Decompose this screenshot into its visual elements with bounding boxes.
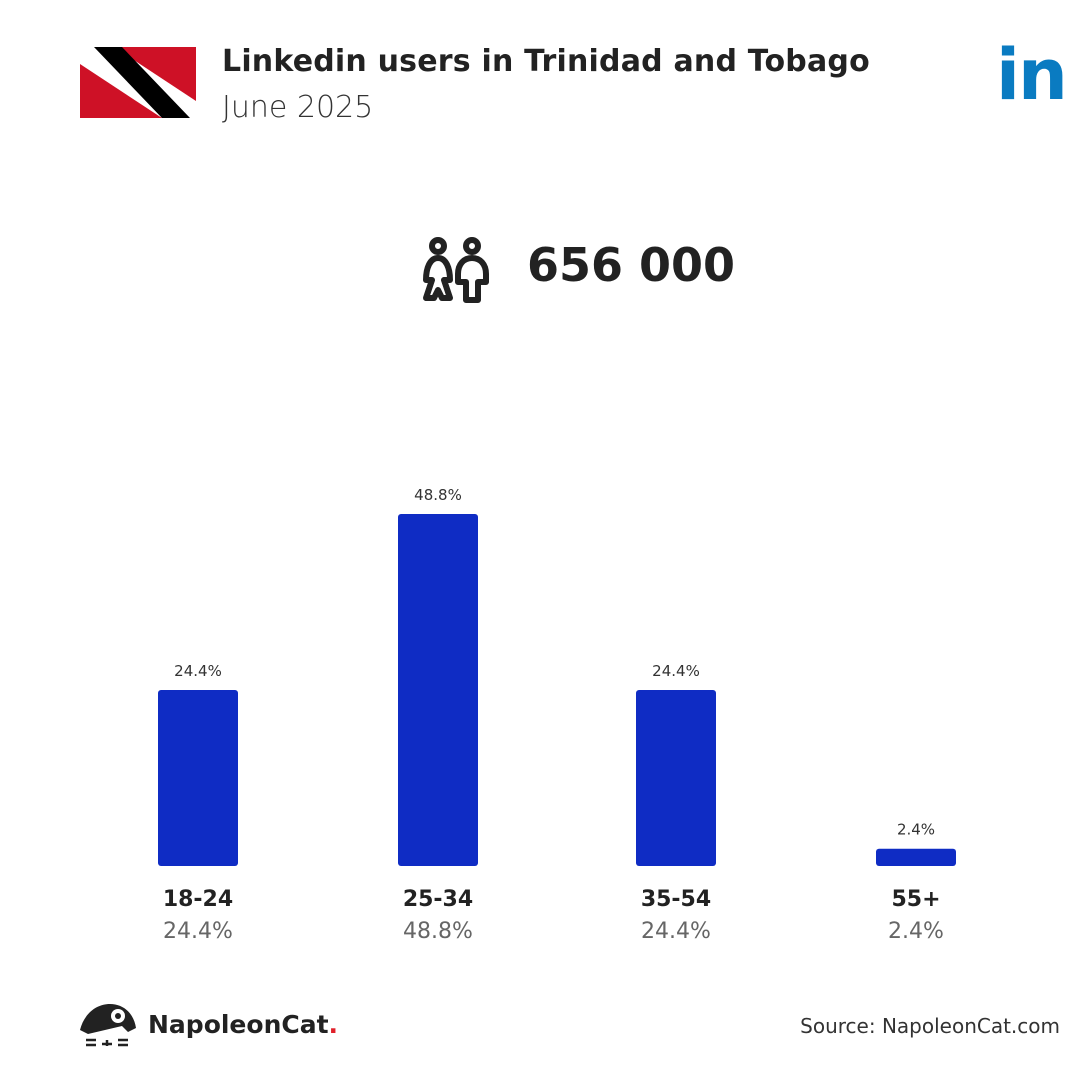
- bar-value-label: 24.4%: [652, 662, 700, 680]
- bar-value-label: 24.4%: [174, 662, 222, 680]
- linkedin-logo-icon: in: [996, 34, 1068, 116]
- total-users: 656 000: [527, 238, 736, 292]
- page-subtitle: June 2025: [222, 90, 374, 125]
- napoleoncat-brand: NapoleonCat.: [148, 1010, 338, 1039]
- source-text: Source: NapoleonCat.com: [800, 1014, 1060, 1038]
- bar-18-24: [158, 690, 238, 866]
- trinidad-and-tobago-flag-icon: [80, 47, 196, 118]
- bar-35-54: [636, 690, 716, 866]
- bar-value-label: 48.8%: [414, 486, 462, 504]
- brand-dot: .: [328, 1010, 339, 1039]
- bar-55+: [876, 848, 956, 866]
- bar-25-34: [398, 514, 478, 866]
- category-label: 18-24: [163, 887, 233, 912]
- age-bar-chart: 24.4% 18-24 24.4% 48.8% 25-34 48.8% 24.4% 35-54…: [158, 486, 956, 944]
- brand-name: NapoleonCat: [148, 1010, 329, 1039]
- people-icon: [423, 237, 489, 303]
- category-percent: 2.4%: [888, 919, 944, 944]
- category-label: 55+: [891, 887, 940, 912]
- bar-value-label: 2.4%: [897, 821, 935, 839]
- category-percent: 24.4%: [163, 919, 233, 944]
- category-label: 35-54: [641, 887, 711, 912]
- category-percent: 24.4%: [641, 919, 711, 944]
- napoleoncat-logo-icon: [80, 1004, 136, 1047]
- page-title: Linkedin users in Trinidad and Tobago: [222, 44, 870, 79]
- category-percent: 48.8%: [403, 919, 473, 944]
- category-label: 25-34: [403, 887, 473, 912]
